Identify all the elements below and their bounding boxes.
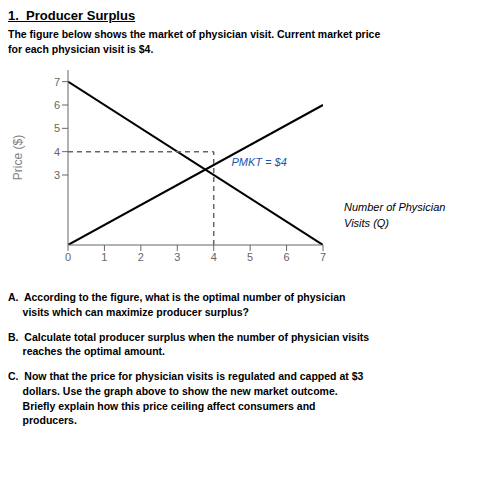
html-text:A. According to the figure, wh: A. According to the figure, what is the …	[8, 291, 346, 319]
html-text:B. Calculate total producer su: B. Calculate total producer surplus when…	[8, 330, 370, 358]
svg-text:PMKT = $4: PMKT = $4	[231, 156, 286, 168]
svg-text:6: 6	[284, 251, 290, 263]
svg-text:1: 1	[101, 251, 107, 263]
svg-text:3: 3	[174, 251, 180, 263]
svg-text:5: 5	[247, 251, 253, 263]
svg-text:5: 5	[54, 123, 60, 135]
html-text:C. Now that the price for phys: C. Now that the price for physician visi…	[8, 370, 364, 427]
svg-text:4: 4	[54, 146, 60, 158]
svg-text:6: 6	[54, 99, 60, 111]
svg-text:4: 4	[211, 251, 217, 263]
html-text:Number of Physician Visits (Q): Number of Physician Visits (Q)	[344, 200, 446, 230]
svg-text:7: 7	[320, 251, 326, 263]
svg-text:2: 2	[138, 251, 144, 263]
svg-text:0: 0	[65, 251, 71, 263]
html-text:The figure below shows the mar: The figure below shows the market of phy…	[8, 28, 381, 55]
svg-text:3: 3	[54, 169, 60, 181]
svg-text:Price ($): Price ($)	[11, 135, 25, 180]
html-text:1. Producer Surplus: 1. Producer Surplus	[8, 8, 136, 23]
svg-text:7: 7	[54, 76, 60, 88]
